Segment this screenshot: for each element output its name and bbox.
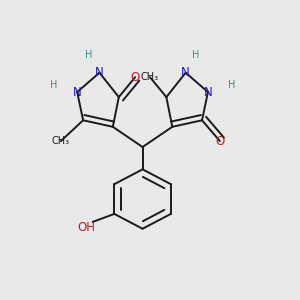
Text: N: N — [204, 85, 212, 98]
Text: H: H — [85, 50, 93, 60]
Text: N: N — [181, 66, 190, 79]
Text: OH: OH — [77, 221, 95, 234]
Text: H: H — [192, 50, 200, 60]
Text: N: N — [95, 66, 104, 79]
Text: O: O — [130, 71, 140, 84]
Text: CH₃: CH₃ — [141, 72, 159, 82]
Text: H: H — [50, 80, 57, 90]
Text: CH₃: CH₃ — [52, 136, 70, 146]
Text: H: H — [228, 80, 236, 90]
Text: N: N — [73, 85, 82, 98]
Text: O: O — [215, 135, 224, 148]
